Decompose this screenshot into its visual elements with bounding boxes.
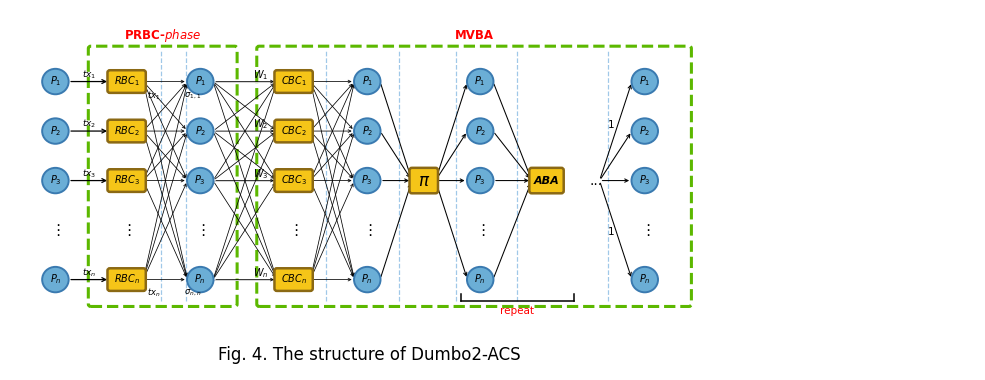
Text: $P_{2}$: $P_{2}$ [195, 124, 206, 138]
Text: $\pi$: $\pi$ [418, 171, 429, 190]
Text: ABA: ABA [534, 176, 559, 185]
Text: $\sigma_{1,1}$: $\sigma_{1,1}$ [184, 90, 201, 101]
Text: $W_{1}$: $W_{1}$ [253, 68, 268, 82]
Text: $tx_{2}$: $tx_{2}$ [82, 118, 97, 130]
Text: $tx_{n}$: $tx_{n}$ [82, 266, 97, 279]
Circle shape [42, 69, 69, 94]
Text: $P_{3}$: $P_{3}$ [639, 174, 650, 187]
Text: $P_{1}$: $P_{1}$ [49, 74, 61, 89]
Text: $\vdots$: $\vdots$ [639, 222, 650, 238]
Text: $W_{2}$: $W_{2}$ [253, 117, 268, 131]
Circle shape [467, 118, 493, 144]
Text: $P_{1}$: $P_{1}$ [361, 74, 373, 89]
Text: repeat: repeat [500, 306, 534, 316]
FancyBboxPatch shape [275, 268, 313, 291]
Text: $tx_1$: $tx_1$ [147, 89, 161, 102]
Text: $\vdots$: $\vdots$ [475, 222, 486, 238]
Text: $tx_{3}$: $tx_{3}$ [82, 167, 97, 180]
Text: 1: 1 [608, 120, 615, 130]
Circle shape [42, 267, 69, 292]
FancyBboxPatch shape [529, 168, 563, 193]
Circle shape [187, 168, 214, 193]
Text: $\vdots$: $\vdots$ [362, 222, 372, 238]
Text: $\vdots$: $\vdots$ [121, 222, 132, 238]
Text: $CBC_{1}$: $CBC_{1}$ [281, 74, 306, 89]
Text: $P_{2}$: $P_{2}$ [49, 124, 61, 138]
Text: $P_{n}$: $P_{n}$ [639, 273, 651, 287]
Text: $tx_{1}$: $tx_{1}$ [82, 68, 97, 81]
Text: $CBC_{2}$: $CBC_{2}$ [281, 124, 306, 138]
FancyBboxPatch shape [107, 169, 146, 192]
Text: $P_{1}$: $P_{1}$ [639, 74, 650, 89]
Text: $\vdots$: $\vdots$ [50, 222, 61, 238]
Circle shape [467, 168, 493, 193]
Text: MVBA: MVBA [455, 29, 493, 42]
Text: $\vdots$: $\vdots$ [289, 222, 298, 238]
Text: PRBC-$\it{phase}$: PRBC-$\it{phase}$ [124, 27, 201, 44]
Text: $P_{2}$: $P_{2}$ [475, 124, 486, 138]
Text: $P_{3}$: $P_{3}$ [361, 174, 373, 187]
Text: Fig. 4. The structure of Dumbo2-ACS: Fig. 4. The structure of Dumbo2-ACS [219, 346, 521, 364]
Text: $P_{3}$: $P_{3}$ [49, 174, 61, 187]
Text: $W_{n}$: $W_{n}$ [252, 266, 268, 280]
FancyBboxPatch shape [275, 169, 313, 192]
Circle shape [631, 69, 658, 94]
Circle shape [354, 69, 380, 94]
Circle shape [354, 118, 380, 144]
Text: $P_{n}$: $P_{n}$ [194, 273, 206, 287]
FancyBboxPatch shape [107, 70, 146, 93]
Text: $P_{1}$: $P_{1}$ [195, 74, 206, 89]
Text: $W_{3}$: $W_{3}$ [253, 167, 268, 181]
FancyBboxPatch shape [275, 70, 313, 93]
Circle shape [42, 118, 69, 144]
Text: $P_{n}$: $P_{n}$ [475, 273, 486, 287]
Text: $tx_n$: $tx_n$ [147, 287, 161, 299]
FancyBboxPatch shape [107, 268, 146, 291]
Text: $\vdots$: $\vdots$ [195, 222, 206, 238]
Circle shape [467, 69, 493, 94]
Circle shape [631, 118, 658, 144]
Text: $P_{3}$: $P_{3}$ [194, 174, 206, 187]
Text: $P_{2}$: $P_{2}$ [361, 124, 373, 138]
Text: $RBC_{2}$: $RBC_{2}$ [113, 124, 140, 138]
Text: $CBC_{n}$: $CBC_{n}$ [281, 273, 306, 287]
Text: $RBC_{1}$: $RBC_{1}$ [113, 74, 140, 89]
Text: $P_{n}$: $P_{n}$ [361, 273, 373, 287]
Circle shape [354, 267, 380, 292]
Circle shape [42, 168, 69, 193]
FancyBboxPatch shape [275, 120, 313, 142]
Text: 1: 1 [608, 228, 615, 238]
Text: $P_{n}$: $P_{n}$ [49, 273, 61, 287]
Circle shape [631, 168, 658, 193]
Circle shape [631, 267, 658, 292]
Text: $RBC_{3}$: $RBC_{3}$ [113, 174, 140, 187]
Text: ...: ... [589, 174, 602, 188]
Circle shape [187, 118, 214, 144]
Text: $RBC_{n}$: $RBC_{n}$ [113, 273, 140, 287]
Text: $P_{1}$: $P_{1}$ [475, 74, 486, 89]
Text: $CBC_{3}$: $CBC_{3}$ [281, 174, 306, 187]
Text: $\sigma_{n,n}$: $\sigma_{n,n}$ [184, 288, 202, 298]
Text: $P_{2}$: $P_{2}$ [639, 124, 650, 138]
Circle shape [354, 168, 380, 193]
Circle shape [187, 267, 214, 292]
Circle shape [187, 69, 214, 94]
FancyBboxPatch shape [107, 120, 146, 142]
Circle shape [467, 267, 493, 292]
FancyBboxPatch shape [410, 168, 438, 193]
Text: $P_{3}$: $P_{3}$ [475, 174, 486, 187]
